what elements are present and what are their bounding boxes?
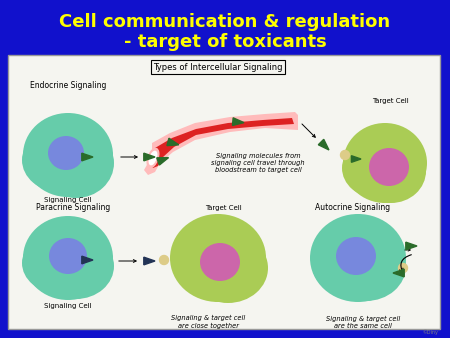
Ellipse shape — [147, 148, 159, 168]
Ellipse shape — [22, 128, 98, 192]
Ellipse shape — [326, 231, 406, 301]
Ellipse shape — [341, 150, 350, 160]
Ellipse shape — [22, 233, 94, 293]
Ellipse shape — [23, 113, 113, 197]
Text: Autocrine Signaling: Autocrine Signaling — [315, 203, 391, 212]
Text: Signaling Cell: Signaling Cell — [44, 197, 92, 203]
Text: Signaling & target cell
are the same cell: Signaling & target cell are the same cel… — [326, 315, 400, 329]
Text: Target Cell: Target Cell — [205, 205, 241, 211]
Ellipse shape — [23, 216, 113, 300]
Polygon shape — [150, 118, 294, 168]
Ellipse shape — [49, 238, 87, 274]
Ellipse shape — [399, 264, 408, 272]
Ellipse shape — [38, 128, 114, 198]
Ellipse shape — [356, 139, 426, 203]
Text: Paracrine Signaling: Paracrine Signaling — [36, 203, 110, 212]
Ellipse shape — [149, 151, 157, 165]
Text: Endocrine Signaling: Endocrine Signaling — [30, 80, 106, 90]
Polygon shape — [144, 153, 155, 161]
Text: Signaling & target cell
are close together: Signaling & target cell are close togeth… — [171, 315, 245, 329]
Polygon shape — [233, 118, 244, 125]
Polygon shape — [318, 139, 329, 150]
Ellipse shape — [369, 148, 409, 186]
FancyBboxPatch shape — [8, 55, 440, 329]
Text: - target of toxicants: - target of toxicants — [124, 33, 326, 51]
Ellipse shape — [188, 233, 268, 303]
Text: Cell communication & regulation: Cell communication & regulation — [59, 13, 391, 31]
Polygon shape — [406, 242, 417, 250]
Ellipse shape — [170, 214, 266, 302]
Polygon shape — [144, 257, 155, 265]
Polygon shape — [82, 256, 93, 264]
Polygon shape — [167, 138, 179, 146]
Text: Signaling molecules from
signaling cell travel through
bloodstream to target cel: Signaling molecules from signaling cell … — [211, 153, 305, 173]
Ellipse shape — [159, 256, 168, 265]
Ellipse shape — [48, 136, 84, 170]
Text: Types of Intercellular Signaling: Types of Intercellular Signaling — [153, 63, 283, 72]
Ellipse shape — [200, 243, 240, 281]
Polygon shape — [144, 112, 298, 175]
Ellipse shape — [312, 232, 388, 296]
Ellipse shape — [343, 123, 427, 203]
Polygon shape — [82, 153, 93, 161]
Ellipse shape — [336, 237, 376, 275]
Ellipse shape — [38, 233, 114, 299]
Ellipse shape — [310, 214, 406, 302]
Text: ©Diny: ©Diny — [422, 329, 438, 335]
Ellipse shape — [342, 138, 412, 198]
Text: Target Cell: Target Cell — [372, 98, 409, 104]
Polygon shape — [157, 158, 169, 165]
Text: Signaling Cell: Signaling Cell — [44, 303, 92, 309]
Polygon shape — [351, 156, 361, 162]
Ellipse shape — [175, 234, 251, 298]
Polygon shape — [393, 269, 404, 277]
